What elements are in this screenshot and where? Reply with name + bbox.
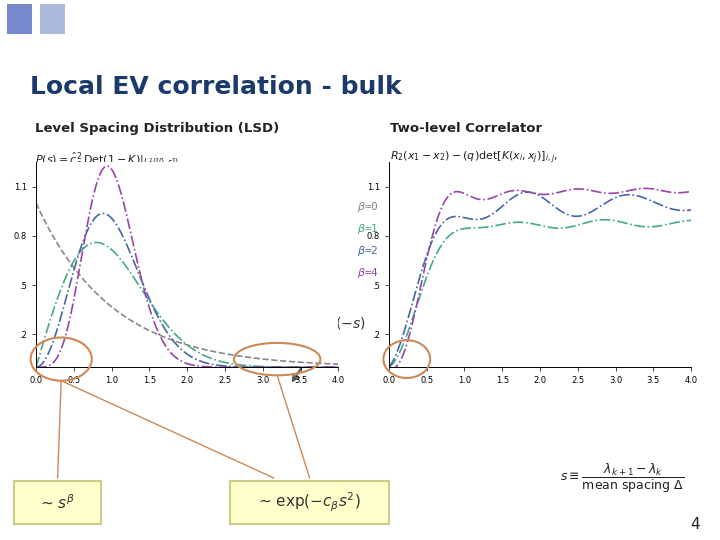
Text: 4: 4: [690, 517, 700, 532]
Text: $\beta$=1: $\beta$=1: [357, 222, 379, 236]
Text: $R_2(x_1-x_2)-(q)\mathrm{det}[K(x_i,x_j)]_{i,j},$: $R_2(x_1-x_2)-(q)\mathrm{det}[K(x_i,x_j)…: [390, 150, 558, 166]
Text: $\exp(-s)$: $\exp(-s)$: [310, 315, 366, 333]
Bar: [40, 4, 65, 34]
Text: ~ $s^\beta$: ~ $s^\beta$: [40, 493, 75, 511]
Text: I.1  RMT: I.1 RMT: [86, 10, 163, 28]
Text: ~ $\exp(-c_\beta s^2)$: ~ $\exp(-c_\beta s^2)$: [258, 490, 361, 514]
Text: $\beta$=4: $\beta$=4: [357, 266, 379, 280]
Bar: [7, 4, 32, 34]
Text: $P(s)=\hat{c}_s^2\,\mathrm{Det}(1-K)|_{L^2([0,s])}$: $P(s)=\hat{c}_s^2\,\mathrm{Det}(1-K)|_{L…: [35, 150, 179, 168]
Text: Level Spacing Distribution (LSD): Level Spacing Distribution (LSD): [35, 122, 279, 135]
Text: Two-level Correlator: Two-level Correlator: [390, 122, 542, 135]
Text: Local EV correlation - bulk: Local EV correlation - bulk: [30, 75, 402, 99]
Text: RM: RM: [418, 265, 436, 275]
Text: $s \equiv \dfrac{\lambda_{k+1}-\lambda_k}{\mathrm{mean\ spacing}\ \Delta}$: $s \equiv \dfrac{\lambda_{k+1}-\lambda_k…: [560, 462, 684, 495]
Text: $\beta$=2   RM: $\beta$=2 RM: [357, 244, 413, 258]
Text: $\beta$=0   no corr: $\beta$=0 no corr: [357, 200, 446, 214]
